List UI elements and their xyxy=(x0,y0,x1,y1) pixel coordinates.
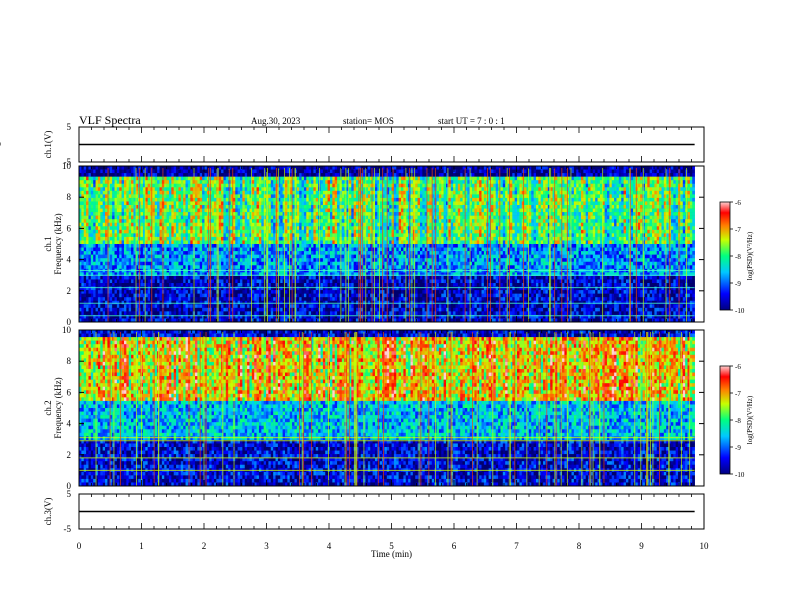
y-axis-label: ch.1(V) xyxy=(43,131,53,159)
y-axis-label-text: ch.3(V) xyxy=(43,498,53,526)
colorbar-tick-label: -6 xyxy=(735,199,741,207)
x-tick-marks xyxy=(78,127,705,162)
colorbar-tick-label: -8 xyxy=(735,253,741,261)
y-axis-label: ch.3(V) xyxy=(43,498,53,526)
ch1-colorbar: -6 -7 -8 -9 -10 log(PSD)(V²/Hz) xyxy=(719,199,754,315)
colorbar-tick-label: -6 xyxy=(735,363,741,371)
colorbar-tick-label: -7 xyxy=(735,390,741,398)
y-axis-label: ch.1 Frequency (kHz) xyxy=(43,213,63,274)
y-tick-label: 4 xyxy=(67,419,72,429)
y-tick-label: 10 xyxy=(62,161,72,171)
y-axis-label-text: ch.2 xyxy=(43,400,53,415)
x-tick-label: 4 xyxy=(327,541,332,551)
x-tick-marks xyxy=(78,330,705,486)
x-tick-label: 9 xyxy=(639,541,644,551)
x-tick-label: 0 xyxy=(77,541,82,551)
x-axis-label: Time (min) xyxy=(371,549,412,559)
y-axis-label-text: ch.1 xyxy=(43,236,53,251)
y-tick-label: 10 xyxy=(62,325,72,335)
colorbar-tick-label: -10 xyxy=(735,471,745,479)
x-tick-label: 3 xyxy=(264,541,269,551)
y-tick-label: 4 xyxy=(67,255,72,265)
ch1-waveform-plot xyxy=(0,142,695,146)
y-tick-label: -5 xyxy=(64,157,72,167)
y-axis-label-text: Frequency (kHz) xyxy=(53,213,63,274)
colorbar-tick-label: -9 xyxy=(735,280,741,288)
x-tick-marks xyxy=(78,166,705,322)
y-tick-label: 0 xyxy=(67,481,72,491)
y-tick-label: 0 xyxy=(67,317,72,327)
colorbar-tick-label: -8 xyxy=(735,417,741,425)
y-tick-label: 6 xyxy=(67,223,72,233)
colorbar-tick-label: -7 xyxy=(735,226,741,234)
y-axis-label-text: ch.1(V) xyxy=(43,131,53,159)
y-tick-label: 2 xyxy=(67,286,72,296)
colorbar-tick-label: -9 xyxy=(735,444,741,452)
colorbar-tick-label: -10 xyxy=(735,307,745,315)
y-tick-label: 2 xyxy=(67,450,72,460)
x-tick-label: 1 xyxy=(139,541,144,551)
ch2-spectrogram-image xyxy=(78,330,695,487)
ch1-spectrogram-image xyxy=(79,166,695,323)
x-tick-label: 7 xyxy=(514,541,519,551)
ch2-colorbar: -6 -7 -8 -9 -10 log(PSD)(V²/Hz) xyxy=(719,363,754,479)
colorbar-gradient xyxy=(719,365,731,475)
x-tick-marks xyxy=(78,494,705,529)
colorbar-label: log(PSD)(V²/Hz) xyxy=(746,231,754,280)
x-tick-label: 5 xyxy=(389,541,394,551)
start-time-label: start UT = 7 : 0 : 1 xyxy=(438,116,505,126)
x-tick-label: 10 xyxy=(700,541,710,551)
chart-title: VLF Spectra xyxy=(79,113,141,128)
x-tick-label: 6 xyxy=(452,541,457,551)
y-tick-label: 5 xyxy=(67,122,72,132)
y-tick-label: 6 xyxy=(67,387,72,397)
y-axis-label: ch.2 Frequency (kHz) xyxy=(43,377,63,438)
x-tick-label: 8 xyxy=(577,541,582,551)
station-label: station= MOS xyxy=(343,116,394,126)
colorbar-gradient xyxy=(719,201,731,311)
y-axis-label-text: Frequency (kHz) xyxy=(53,377,63,438)
y-tick-label: 8 xyxy=(67,192,72,202)
x-tick-label: 2 xyxy=(202,541,207,551)
y-tick-label: -5 xyxy=(64,524,72,534)
colorbar-label: log(PSD)(V²/Hz) xyxy=(746,395,754,444)
y-tick-label: 5 xyxy=(67,489,72,499)
y-tick-label: 8 xyxy=(67,356,72,366)
date-label: Aug.30, 2023 xyxy=(251,116,300,126)
